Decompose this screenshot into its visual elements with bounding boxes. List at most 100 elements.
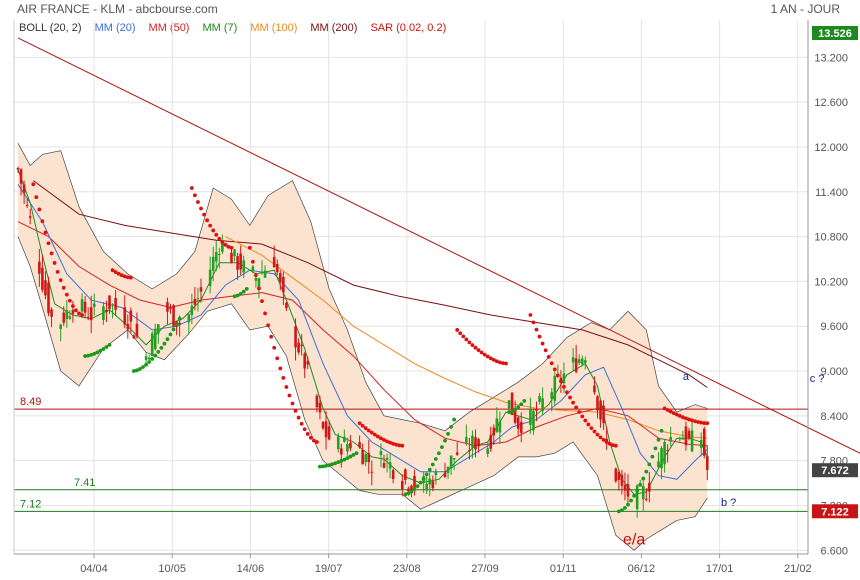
sar-dot xyxy=(351,453,356,457)
sar-dot xyxy=(241,289,246,294)
y-tick-label: 12.000 xyxy=(814,142,848,154)
sar-dot xyxy=(510,409,514,414)
candle-body xyxy=(702,428,706,456)
sar-dot xyxy=(211,228,216,233)
y-tick-label: 10.200 xyxy=(814,276,848,288)
sar-dot xyxy=(238,291,243,296)
sar-dot xyxy=(665,408,670,412)
sar-dot xyxy=(491,357,496,362)
candle-body xyxy=(105,309,108,313)
sar-dot xyxy=(455,328,460,332)
sar-dot xyxy=(31,182,36,187)
candle-body xyxy=(38,261,41,274)
candle-body xyxy=(144,356,148,360)
candle-body xyxy=(620,474,624,486)
candle-body xyxy=(495,418,499,432)
candle-body xyxy=(599,400,602,420)
annotation-label: a xyxy=(683,371,690,383)
candle-body xyxy=(498,421,502,433)
candle-body xyxy=(532,410,535,431)
candle-body xyxy=(318,402,322,413)
sar-dot xyxy=(345,456,350,461)
ma200-line xyxy=(33,180,708,388)
candle-body xyxy=(401,481,404,490)
sar-dot xyxy=(552,367,557,372)
candle-body xyxy=(102,306,105,321)
sar-dot xyxy=(168,332,173,337)
candle-body xyxy=(86,317,90,319)
sar-dot xyxy=(296,415,301,420)
candle-body xyxy=(108,295,111,310)
candle-body xyxy=(157,324,160,334)
sar-dot xyxy=(339,459,344,463)
sar-dot xyxy=(705,421,710,426)
candle-body xyxy=(340,448,343,455)
candle-body xyxy=(510,392,514,415)
sar-dot xyxy=(604,440,609,444)
trend-line xyxy=(17,37,860,454)
candle-body xyxy=(126,323,130,330)
sar-dot xyxy=(379,436,383,441)
candle-body xyxy=(336,436,340,450)
candle-body xyxy=(50,309,53,317)
sar-dot xyxy=(595,432,600,437)
candle-body xyxy=(282,276,285,293)
sar-dot xyxy=(202,212,206,217)
sar-dot xyxy=(421,476,426,481)
candle-body xyxy=(477,439,480,447)
sar-dot xyxy=(424,472,429,477)
y-tick-label: 10.800 xyxy=(814,232,848,244)
candle-body xyxy=(455,452,459,455)
sar-dot xyxy=(220,240,225,244)
sar-dot xyxy=(315,440,319,444)
sar-dot xyxy=(266,323,270,328)
candle-body xyxy=(391,470,395,480)
candle-body xyxy=(425,483,428,491)
candle-body xyxy=(260,272,264,274)
candle-body xyxy=(272,256,276,268)
sar-dot xyxy=(122,274,127,279)
sar-dot xyxy=(443,438,447,443)
candle-body xyxy=(535,409,538,411)
candle-body xyxy=(324,421,328,438)
candle-body xyxy=(65,310,69,320)
sar-dot xyxy=(626,502,630,507)
sar-dot xyxy=(171,327,176,332)
candle-body xyxy=(349,442,352,449)
sar-dot xyxy=(488,356,493,361)
candle-body xyxy=(321,422,325,429)
sar-dot xyxy=(244,286,249,291)
sar-dot xyxy=(623,505,627,510)
sar-dot xyxy=(150,357,155,361)
sar-dot xyxy=(354,451,359,456)
candle-body xyxy=(221,243,224,252)
sar-dot xyxy=(470,343,475,347)
sar-dot xyxy=(656,437,661,442)
sar-dot xyxy=(235,293,240,298)
sar-dot xyxy=(638,482,643,487)
sar-dot xyxy=(534,327,539,332)
sar-dot xyxy=(632,493,636,498)
x-tick-label: 21/02 xyxy=(784,563,812,575)
sar-dot xyxy=(400,443,405,448)
legend-item: MM (7) xyxy=(202,22,238,34)
sar-dot xyxy=(138,367,142,371)
candle-body xyxy=(172,305,175,327)
sar-dot xyxy=(641,476,646,481)
sar-dot xyxy=(568,395,572,400)
sar-dot xyxy=(74,308,78,313)
candle-body xyxy=(230,252,233,264)
candle-body xyxy=(89,307,93,321)
candle-body xyxy=(263,270,267,278)
sar-dot xyxy=(113,270,118,274)
candle-body xyxy=(190,305,194,316)
x-tick-label: 06/12 xyxy=(628,563,656,575)
sar-dot xyxy=(64,292,69,297)
sar-dot xyxy=(308,435,313,440)
sar-dot xyxy=(583,418,588,423)
sar-dot xyxy=(153,353,158,358)
sar-dot xyxy=(324,463,328,468)
sar-dot xyxy=(165,337,170,342)
sar-dot xyxy=(693,419,697,424)
legend-item: MM (20) xyxy=(94,22,136,34)
